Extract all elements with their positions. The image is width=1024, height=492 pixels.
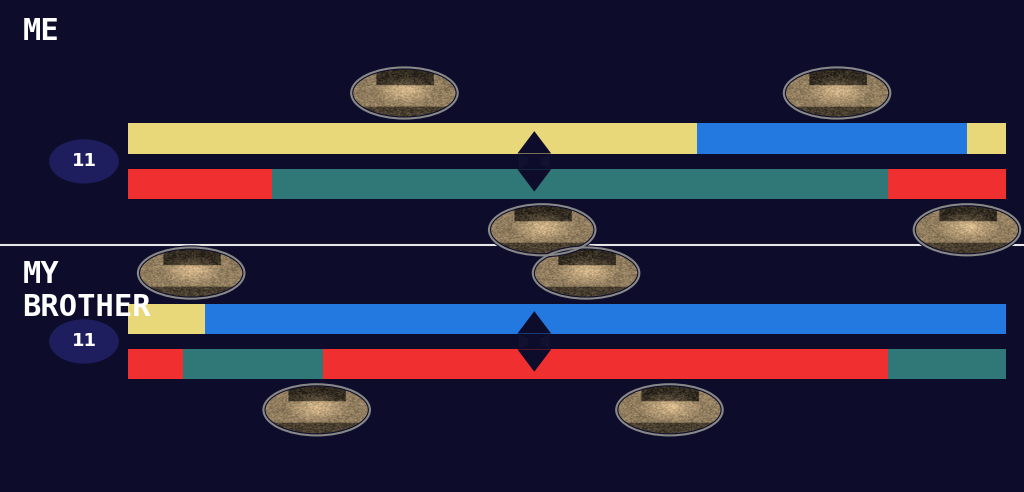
Bar — [535, 304, 1006, 334]
Polygon shape — [519, 334, 535, 349]
Bar — [128, 169, 272, 199]
Polygon shape — [517, 169, 551, 191]
Bar — [888, 169, 1006, 199]
Bar — [323, 349, 535, 379]
Text: MY
BROTHER: MY BROTHER — [23, 260, 152, 322]
Text: 11: 11 — [72, 153, 96, 170]
Polygon shape — [517, 311, 551, 334]
Bar — [535, 169, 888, 199]
Bar — [128, 123, 535, 154]
Polygon shape — [517, 131, 551, 154]
Ellipse shape — [49, 319, 119, 364]
Polygon shape — [535, 334, 550, 349]
Bar — [205, 304, 535, 334]
Polygon shape — [519, 154, 535, 169]
Polygon shape — [519, 334, 550, 335]
Polygon shape — [517, 349, 551, 372]
Bar — [696, 123, 967, 154]
Ellipse shape — [49, 139, 119, 184]
Bar — [888, 349, 1006, 379]
Bar — [183, 349, 323, 379]
Text: 11: 11 — [72, 333, 96, 350]
Polygon shape — [535, 154, 550, 169]
Text: ME: ME — [23, 17, 59, 46]
Bar — [128, 304, 205, 334]
Bar — [535, 349, 888, 379]
Bar — [967, 123, 1006, 154]
Bar — [272, 169, 535, 199]
Bar — [128, 349, 183, 379]
Bar — [535, 123, 696, 154]
Polygon shape — [526, 154, 542, 169]
Polygon shape — [526, 334, 542, 349]
